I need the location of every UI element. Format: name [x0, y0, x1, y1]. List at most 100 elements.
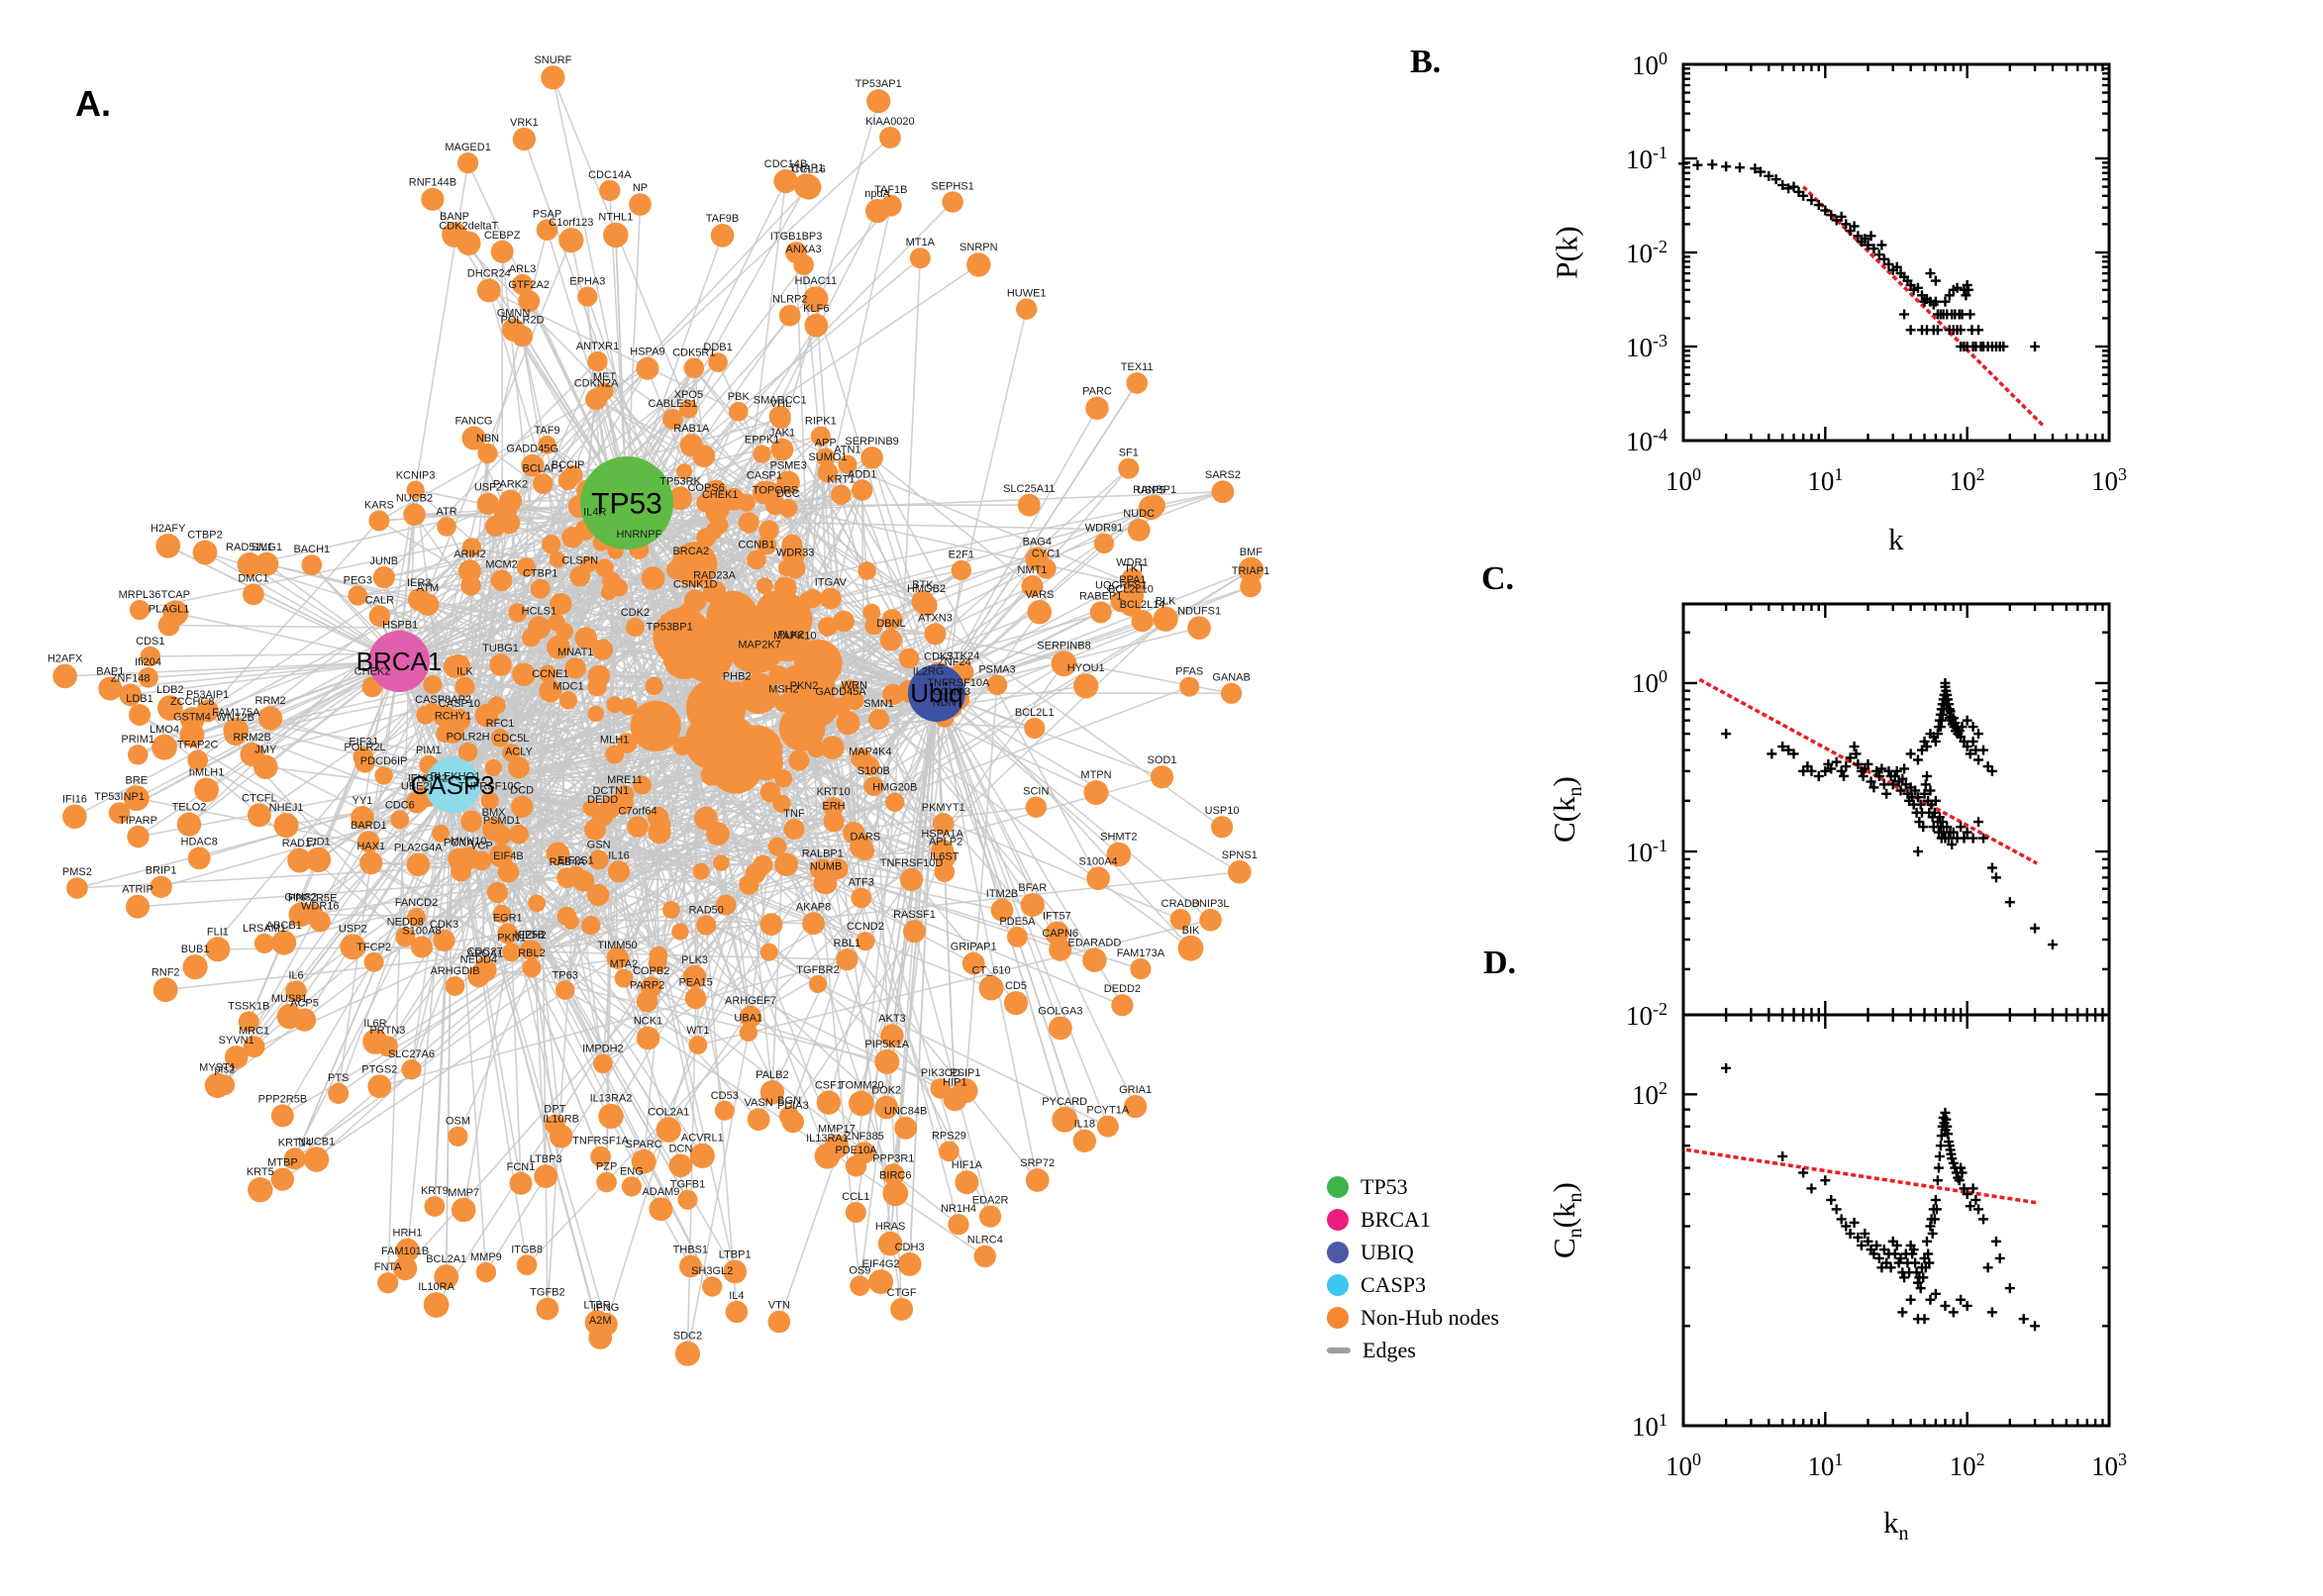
network-node — [759, 913, 783, 936]
network-node — [966, 252, 991, 277]
network-node — [497, 923, 519, 945]
edge — [936, 692, 1003, 911]
edge — [148, 660, 400, 679]
xtick-D-1: 101 — [1807, 1448, 1844, 1481]
network-node — [990, 898, 1014, 922]
network-node — [614, 968, 634, 988]
network-node — [630, 700, 681, 751]
xtick-B-0: 100 — [1666, 463, 1701, 496]
network-node — [879, 194, 902, 217]
network-node — [713, 854, 730, 871]
network-node — [539, 664, 556, 683]
network-node — [874, 1048, 900, 1074]
edge — [626, 204, 642, 504]
network-node — [773, 168, 798, 194]
network-node — [562, 913, 579, 930]
edge — [788, 931, 916, 1117]
ylabel-B: P(k) — [1549, 226, 1584, 279]
network-node — [271, 930, 297, 955]
network-node — [714, 1100, 735, 1121]
network-node — [550, 592, 572, 615]
network-node — [456, 231, 481, 255]
network-node — [492, 904, 512, 924]
edge — [847, 463, 938, 694]
network-node — [549, 551, 566, 568]
network-node — [152, 734, 177, 760]
network-node — [581, 916, 601, 936]
legend-item-label: Non-Hub nodes — [1361, 1304, 1499, 1330]
edge — [964, 684, 998, 1091]
network-node — [395, 1238, 420, 1262]
network-node — [448, 1126, 468, 1147]
edge — [432, 686, 598, 713]
edge — [812, 765, 871, 924]
network-node — [123, 785, 150, 812]
network-node — [738, 672, 779, 715]
edge — [936, 692, 1061, 1029]
network-node — [716, 894, 737, 916]
edge — [892, 694, 1034, 906]
edge — [410, 502, 628, 1070]
network-node — [248, 1177, 273, 1203]
network-node — [798, 591, 817, 609]
network-node — [599, 179, 621, 202]
edge — [421, 882, 827, 948]
edge — [452, 784, 598, 1324]
network-node — [978, 975, 1004, 1001]
ytick-C--1: 10-1 — [1626, 835, 1667, 867]
edge — [840, 494, 873, 613]
network-node — [253, 933, 275, 954]
network-node — [128, 745, 149, 765]
network-node — [126, 894, 150, 919]
ytick-C-edge: 10-2 — [1626, 998, 1667, 1031]
edge — [281, 502, 628, 1180]
network-node — [247, 803, 271, 828]
network-node — [827, 858, 849, 880]
plot-panel-B — [1678, 62, 2111, 443]
network-node — [558, 691, 578, 710]
network-node — [477, 443, 498, 464]
network-node — [377, 1272, 399, 1294]
legend-item-tp53: TP53 — [1327, 1170, 1499, 1203]
network-node — [1131, 610, 1154, 633]
network-node — [1082, 948, 1107, 972]
network-node — [1051, 650, 1077, 677]
edge — [693, 367, 868, 572]
network-node — [393, 1256, 418, 1281]
network-node — [1089, 601, 1112, 624]
edge — [248, 660, 400, 1023]
edge — [936, 618, 1166, 694]
network-node — [700, 763, 723, 786]
legend-item-edges: Edges — [1327, 1334, 1499, 1366]
network-node — [252, 754, 278, 779]
network-node — [512, 273, 534, 295]
edge — [781, 449, 793, 546]
network-node — [423, 675, 443, 694]
network-node — [767, 1310, 791, 1334]
network-node — [774, 694, 793, 713]
network-node — [1024, 717, 1046, 740]
network-node — [1127, 519, 1151, 542]
edge — [337, 660, 400, 1094]
network-node — [1085, 396, 1109, 420]
network-node — [187, 847, 211, 870]
network-node — [516, 1254, 538, 1275]
network-node — [443, 654, 466, 678]
network-node — [621, 1176, 643, 1197]
node-swatch-icon — [1327, 1273, 1349, 1296]
legend-item-non-hub-nodes: Non-Hub nodes — [1327, 1301, 1499, 1334]
network-node — [1093, 533, 1115, 553]
network-node — [196, 699, 219, 723]
network-node — [816, 1090, 842, 1115]
network-node — [357, 831, 380, 853]
network-node — [1016, 298, 1038, 320]
network-node — [508, 603, 528, 623]
network-node — [182, 954, 208, 980]
edge — [697, 872, 757, 1046]
edge — [452, 784, 607, 1325]
network-node — [301, 554, 323, 575]
edge — [542, 360, 599, 484]
network-node — [490, 729, 510, 748]
network-node — [973, 1245, 996, 1268]
edge — [617, 662, 820, 958]
